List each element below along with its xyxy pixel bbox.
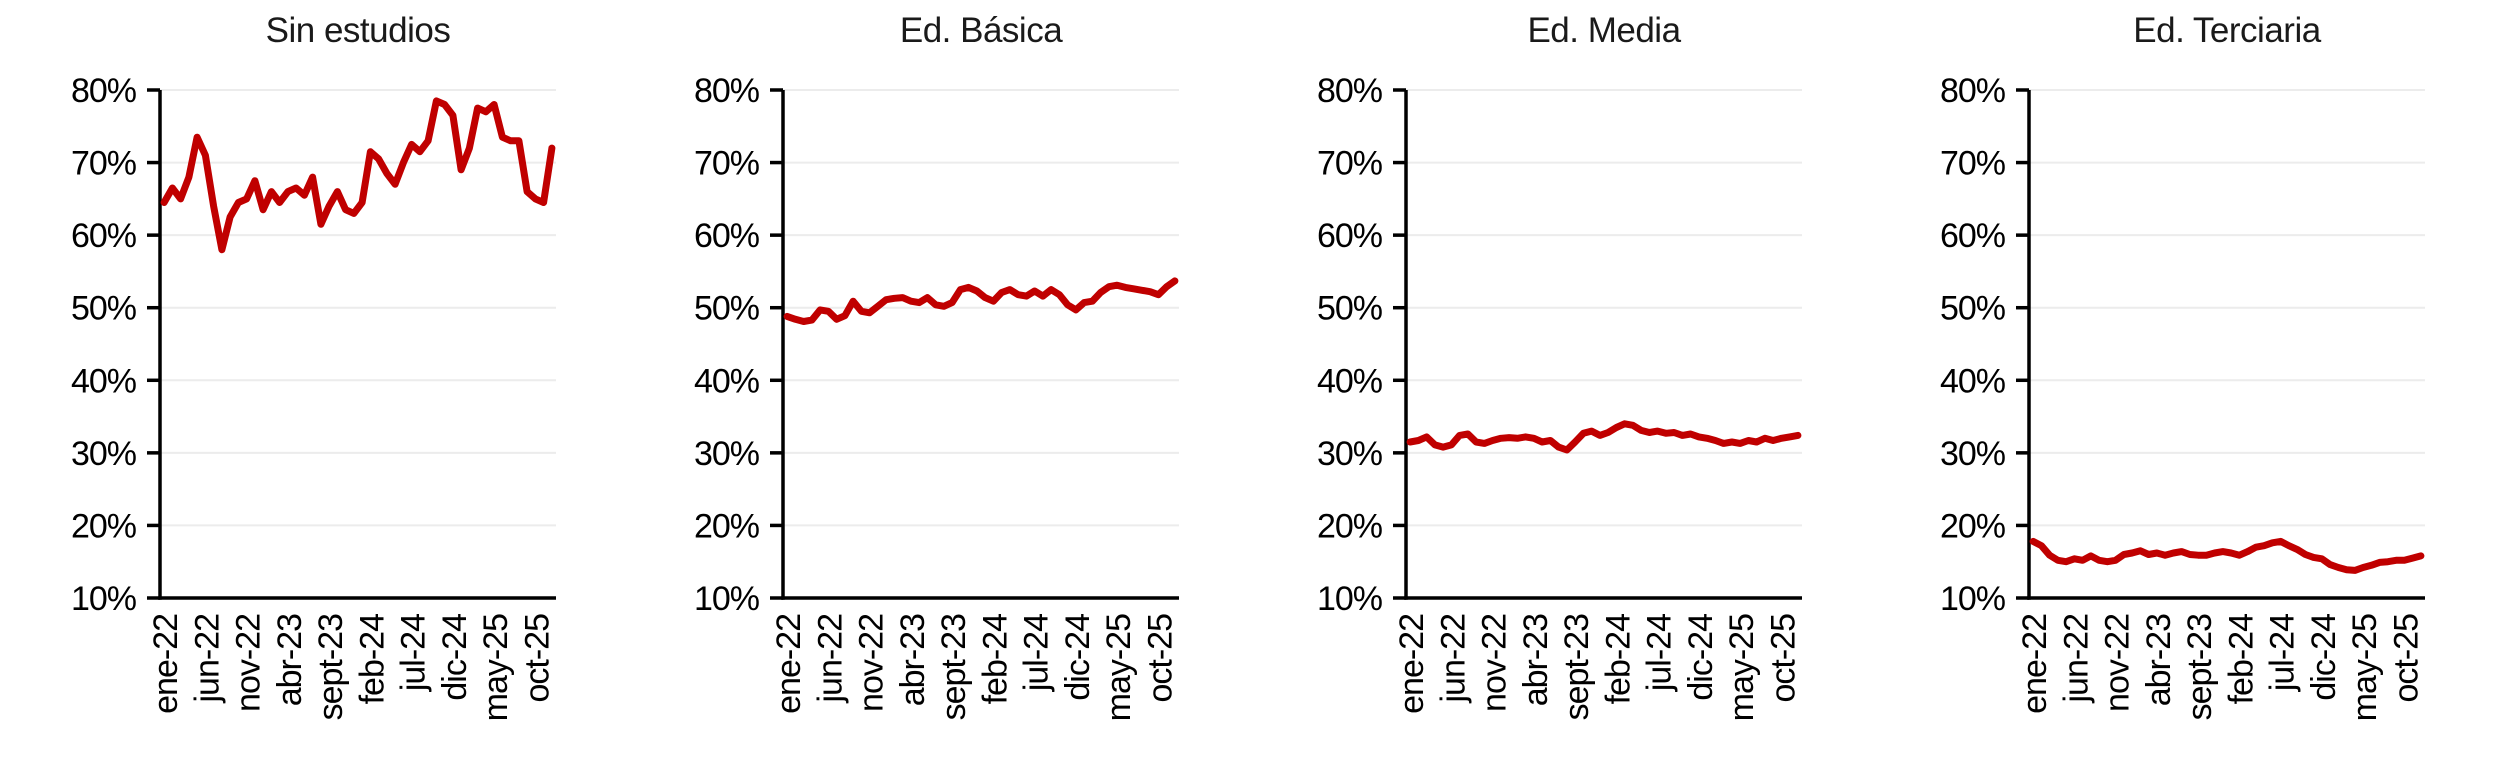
- y-tick-label: 20%: [1317, 507, 1383, 545]
- y-tick-label: 60%: [694, 217, 760, 255]
- x-tick-label: sept-23: [312, 614, 350, 720]
- x-tick-label: ene-22: [2016, 614, 2054, 714]
- y-tick-label: 10%: [1940, 580, 2006, 618]
- x-tick-label: abr-23: [271, 614, 309, 706]
- x-tick-label: may-25: [1100, 614, 1138, 721]
- x-tick-label: oct-25: [1764, 614, 1802, 703]
- y-tick-label: 80%: [694, 72, 760, 110]
- line-plot-sin-estudios: 80% 70% 60% 50% 40% 30% 20% 10% ene-22 jun-22 nov-…: [71, 72, 556, 721]
- series-line: [2029, 537, 2425, 574]
- x-tick-label: nov-22: [853, 614, 891, 712]
- x-tick-label: jul-24: [1641, 614, 1679, 692]
- y-tick-label: 60%: [71, 217, 137, 255]
- chart-panel-ed-terciaria: Ed. Terciaria 80% 70% 60% 50% 40% 30% 20% 10% en…: [1869, 0, 2492, 783]
- x-tick-label: oct-25: [1141, 614, 1179, 703]
- x-tick-label: sept-23: [2181, 614, 2219, 720]
- series-line: [160, 97, 556, 254]
- y-tick-label: 50%: [71, 290, 137, 328]
- y-tick-label: 20%: [1940, 507, 2006, 545]
- x-tick-label: feb-24: [976, 614, 1014, 704]
- x-tick-label: nov-22: [2099, 614, 2137, 712]
- chart-title-sin-estudios: Sin estudios: [265, 11, 451, 50]
- y-tick-label: 20%: [694, 507, 760, 545]
- x-tick-label: may-25: [2346, 614, 2384, 721]
- y-tick-label: 80%: [1940, 72, 2006, 110]
- x-tick-label: ene-22: [1393, 614, 1431, 714]
- y-tick-label: 20%: [71, 507, 137, 545]
- x-tick-label: jul-24: [1018, 614, 1056, 692]
- x-tick-label: feb-24: [2222, 614, 2260, 704]
- x-tick-label: nov-22: [230, 614, 268, 712]
- x-tick-label: ene-22: [147, 614, 185, 714]
- chart-title-ed-terciaria: Ed. Terciaria: [2133, 11, 2321, 50]
- x-tick-label: jun-22: [811, 614, 849, 704]
- x-tick-label: oct-25: [518, 614, 556, 703]
- y-tick-label: 50%: [694, 290, 760, 328]
- x-tick-label: abr-23: [894, 614, 932, 706]
- y-tick-label: 40%: [1940, 362, 2006, 400]
- x-tick-label: abr-23: [2140, 614, 2178, 706]
- y-tick-label: 70%: [1317, 145, 1383, 183]
- y-tick-label: 40%: [694, 362, 760, 400]
- chart-panel-ed-basica: Ed. Básica 80% 70% 60% 50% 40% 30% 20% 10% ene-2…: [623, 0, 1246, 783]
- y-tick-label: 60%: [1940, 217, 2006, 255]
- y-tick-label: 70%: [694, 145, 760, 183]
- y-tick-label: 30%: [1940, 435, 2006, 473]
- x-tick-label: sept-23: [935, 614, 973, 720]
- line-plot-ed-media: 80% 70% 60% 50% 40% 30% 20% 10% ene-22 jun-22 nov-…: [1317, 72, 1802, 721]
- x-tick-label: jun-22: [188, 614, 226, 704]
- x-tick-label: oct-25: [2387, 614, 2425, 703]
- x-tick-label: ene-22: [770, 614, 808, 714]
- line-plot-ed-basica: 80% 70% 60% 50% 40% 30% 20% 10% ene-22 jun-22 nov-…: [694, 72, 1179, 721]
- x-tick-label: dic-24: [436, 614, 474, 701]
- x-tick-label: dic-24: [1059, 614, 1097, 701]
- y-tick-label: 30%: [71, 435, 137, 473]
- x-tick-label: feb-24: [1599, 614, 1637, 704]
- y-tick-label: 10%: [1317, 580, 1383, 618]
- y-tick-label: 40%: [1317, 362, 1383, 400]
- y-tick-label: 50%: [1317, 290, 1383, 328]
- x-tick-label: feb-24: [353, 614, 391, 704]
- y-tick-label: 70%: [1940, 145, 2006, 183]
- y-tick-label: 80%: [1317, 72, 1383, 110]
- y-tick-label: 40%: [71, 362, 137, 400]
- chart-title-ed-media: Ed. Media: [1527, 11, 1681, 50]
- y-tick-label: 60%: [1317, 217, 1383, 255]
- y-tick-label: 30%: [1317, 435, 1383, 473]
- chart-panel-sin-estudios: Sin estudios 80% 70% 60% 50% 40% 30% 20% 10% ene…: [0, 0, 623, 783]
- x-tick-label: nov-22: [1476, 614, 1514, 712]
- line-plot-ed-terciaria: 80% 70% 60% 50% 40% 30% 20% 10% ene-22 jun-22 nov-…: [1940, 72, 2425, 721]
- y-tick-label: 10%: [71, 580, 137, 618]
- x-tick-label: jul-24: [395, 614, 433, 692]
- y-tick-label: 80%: [71, 72, 137, 110]
- x-tick-label: jun-22: [1434, 614, 1472, 704]
- x-tick-label: may-25: [477, 614, 515, 721]
- chart-panel-ed-media: Ed. Media 80% 70% 60% 50% 40% 30% 20% 10% ene-22…: [1246, 0, 1869, 783]
- x-tick-label: jun-22: [2057, 614, 2095, 704]
- y-tick-label: 70%: [71, 145, 137, 183]
- x-tick-label: dic-24: [1682, 614, 1720, 701]
- x-tick-label: may-25: [1723, 614, 1761, 721]
- y-tick-label: 50%: [1940, 290, 2006, 328]
- chart-title-ed-basica: Ed. Básica: [899, 11, 1063, 50]
- series-line: [1406, 420, 1802, 454]
- y-tick-label: 30%: [694, 435, 760, 473]
- y-tick-label: 10%: [694, 580, 760, 618]
- x-tick-label: sept-23: [1558, 614, 1596, 720]
- x-tick-label: abr-23: [1517, 614, 1555, 706]
- x-tick-label: dic-24: [2305, 614, 2343, 701]
- series-line: [783, 277, 1179, 325]
- x-tick-label: jul-24: [2264, 614, 2302, 692]
